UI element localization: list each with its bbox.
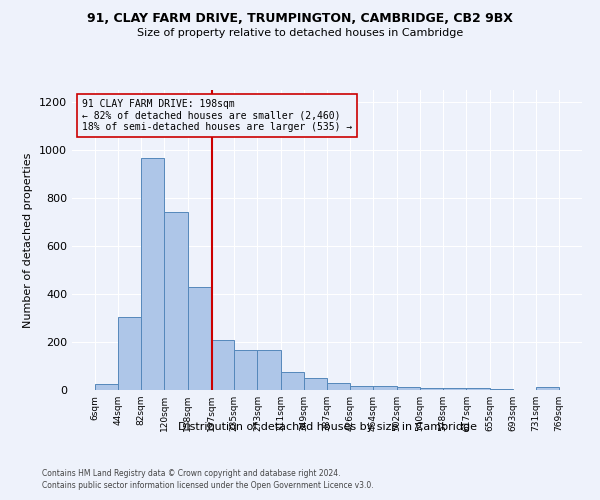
Bar: [281, 372, 304, 390]
Bar: [536, 387, 559, 390]
Bar: [235, 350, 257, 390]
Bar: [326, 383, 350, 390]
Bar: [95, 384, 118, 390]
Bar: [466, 388, 490, 390]
Bar: [490, 389, 512, 390]
Text: Contains public sector information licensed under the Open Government Licence v3: Contains public sector information licen…: [42, 481, 374, 490]
Bar: [118, 317, 142, 390]
Bar: [304, 378, 326, 390]
Bar: [350, 386, 373, 390]
Text: Contains HM Land Registry data © Crown copyright and database right 2024.: Contains HM Land Registry data © Crown c…: [42, 468, 341, 477]
Text: Size of property relative to detached houses in Cambridge: Size of property relative to detached ho…: [137, 28, 463, 38]
Bar: [142, 158, 164, 390]
Bar: [257, 350, 281, 390]
Bar: [397, 387, 419, 390]
Bar: [419, 388, 443, 390]
Text: 91, CLAY FARM DRIVE, TRUMPINGTON, CAMBRIDGE, CB2 9BX: 91, CLAY FARM DRIVE, TRUMPINGTON, CAMBRI…: [87, 12, 513, 26]
Text: Distribution of detached houses by size in Cambridge: Distribution of detached houses by size …: [178, 422, 476, 432]
Bar: [188, 287, 211, 390]
Y-axis label: Number of detached properties: Number of detached properties: [23, 152, 34, 328]
Bar: [211, 340, 235, 390]
Bar: [443, 388, 466, 390]
Text: 91 CLAY FARM DRIVE: 198sqm
← 82% of detached houses are smaller (2,460)
18% of s: 91 CLAY FARM DRIVE: 198sqm ← 82% of deta…: [82, 99, 352, 132]
Bar: [373, 386, 397, 390]
Bar: [164, 212, 188, 390]
